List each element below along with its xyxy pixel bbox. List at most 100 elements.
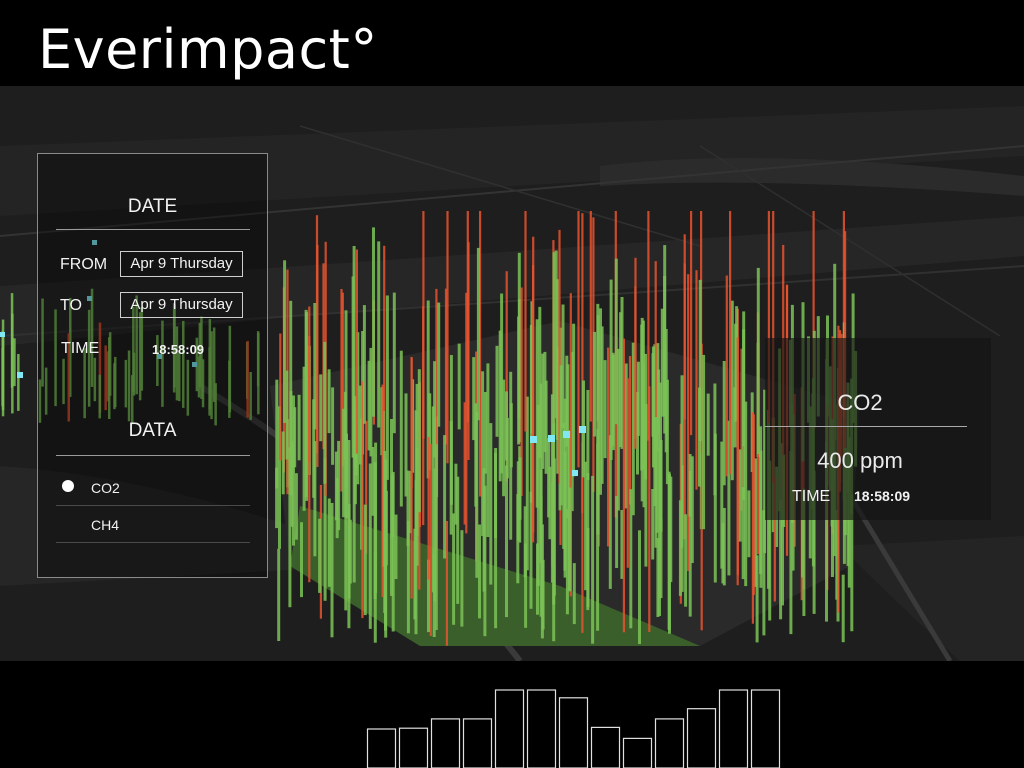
sensor-marker[interactable] — [0, 332, 5, 337]
emission-bar — [297, 394, 301, 461]
data-item-ch4[interactable]: CH4 — [56, 505, 250, 543]
emission-bar — [555, 279, 559, 440]
emission-bar — [616, 348, 620, 511]
sensor-marker[interactable] — [548, 435, 555, 442]
sensor-marker[interactable] — [579, 426, 586, 433]
emission-bar — [593, 332, 597, 437]
histogram-bar[interactable] — [654, 718, 685, 768]
emission-bar — [626, 378, 629, 568]
emission-bar — [850, 494, 854, 632]
to-date-picker[interactable]: Apr 9 Thursday — [120, 292, 243, 318]
data-heading: DATA — [128, 420, 177, 441]
emission-bar — [404, 393, 408, 497]
histogram-bar[interactable] — [590, 726, 621, 768]
emission-bar — [842, 211, 845, 418]
emission-bar — [484, 392, 487, 474]
emission-bar — [505, 271, 508, 482]
emission-bar — [767, 211, 770, 424]
emission-bar — [342, 408, 346, 518]
histogram-bar[interactable] — [462, 718, 493, 768]
time-histogram[interactable] — [0, 661, 1024, 768]
emission-bar — [565, 509, 569, 615]
emission-bar — [523, 506, 527, 578]
emission-bar — [98, 322, 102, 413]
histogram-bar[interactable] — [526, 689, 557, 768]
emission-bar — [377, 241, 381, 428]
emission-bar — [608, 435, 612, 589]
histogram-bar[interactable] — [558, 697, 589, 768]
emission-bar — [641, 364, 645, 470]
emission-bar — [443, 435, 447, 559]
emission-bar — [768, 460, 772, 621]
emission-bar — [372, 227, 375, 417]
emission-bar — [186, 359, 190, 416]
histogram-bar[interactable] — [430, 718, 461, 768]
emission-bar — [69, 297, 72, 397]
emission-bar — [509, 371, 513, 540]
emission-bar — [548, 466, 552, 540]
emission-bar — [482, 468, 486, 592]
emission-bar — [452, 513, 456, 625]
histogram-bar[interactable] — [686, 708, 717, 768]
emission-bar — [678, 500, 682, 596]
emission-bar — [763, 389, 767, 554]
histogram-bar[interactable] — [750, 689, 781, 768]
data-item-co2[interactable]: CO2 — [56, 468, 250, 506]
sensor-marker[interactable] — [157, 354, 162, 359]
emission-bar — [161, 320, 164, 407]
emission-bar — [611, 352, 615, 447]
sensor-marker[interactable] — [572, 470, 578, 476]
emission-bar — [644, 404, 648, 567]
time-value[interactable]: 18:58:09 — [152, 342, 205, 357]
emission-bar — [426, 300, 430, 479]
emission-bar — [742, 311, 746, 500]
emission-bar — [802, 488, 806, 616]
emission-bar — [773, 477, 776, 602]
emission-bar — [108, 332, 112, 396]
emission-bar — [741, 487, 745, 580]
emission-bar — [644, 353, 647, 480]
emission-bar — [156, 335, 159, 386]
emission-bar — [358, 385, 362, 465]
emission-bar — [603, 360, 607, 459]
sensor-marker[interactable] — [563, 431, 570, 438]
histogram-bar[interactable] — [398, 727, 429, 768]
header-bar: Everimpact° — [0, 0, 1024, 86]
emission-bar — [62, 358, 65, 405]
sensor-marker[interactable] — [17, 372, 23, 378]
emission-bar — [418, 466, 421, 590]
histogram-bar[interactable] — [622, 737, 653, 768]
emission-bar — [596, 303, 600, 445]
emission-bar — [197, 356, 201, 398]
emission-bar — [44, 367, 48, 415]
emission-bar — [789, 451, 793, 635]
emission-bar — [577, 211, 580, 468]
emission-bar — [288, 447, 292, 608]
emission-bar — [277, 548, 281, 641]
histogram-bar[interactable] — [494, 689, 525, 768]
histogram-bar[interactable] — [366, 728, 397, 768]
emission-bar — [293, 407, 297, 468]
emission-bar — [532, 265, 535, 543]
emission-bar — [489, 423, 493, 585]
emission-bar — [67, 333, 70, 422]
emission-bar — [736, 337, 739, 586]
emission-bar — [132, 306, 135, 392]
sensor-marker[interactable] — [530, 436, 537, 443]
emission-bar — [433, 468, 437, 602]
from-date-picker[interactable]: Apr 9 Thursday — [120, 251, 243, 277]
histogram-bar[interactable] — [718, 689, 749, 768]
emission-bar — [294, 473, 298, 540]
emission-bar — [212, 327, 216, 402]
emission-bar — [825, 441, 828, 622]
emission-bar — [568, 487, 572, 592]
sensor-marker[interactable] — [92, 240, 97, 245]
emission-bar — [620, 510, 624, 579]
sensor-marker[interactable] — [87, 296, 92, 301]
emission-bar — [841, 574, 845, 643]
emission-bar — [720, 441, 724, 569]
emission-bar — [135, 295, 138, 395]
emission-bar — [456, 476, 460, 604]
sensor-marker[interactable] — [192, 362, 197, 367]
emission-bar — [700, 343, 703, 631]
